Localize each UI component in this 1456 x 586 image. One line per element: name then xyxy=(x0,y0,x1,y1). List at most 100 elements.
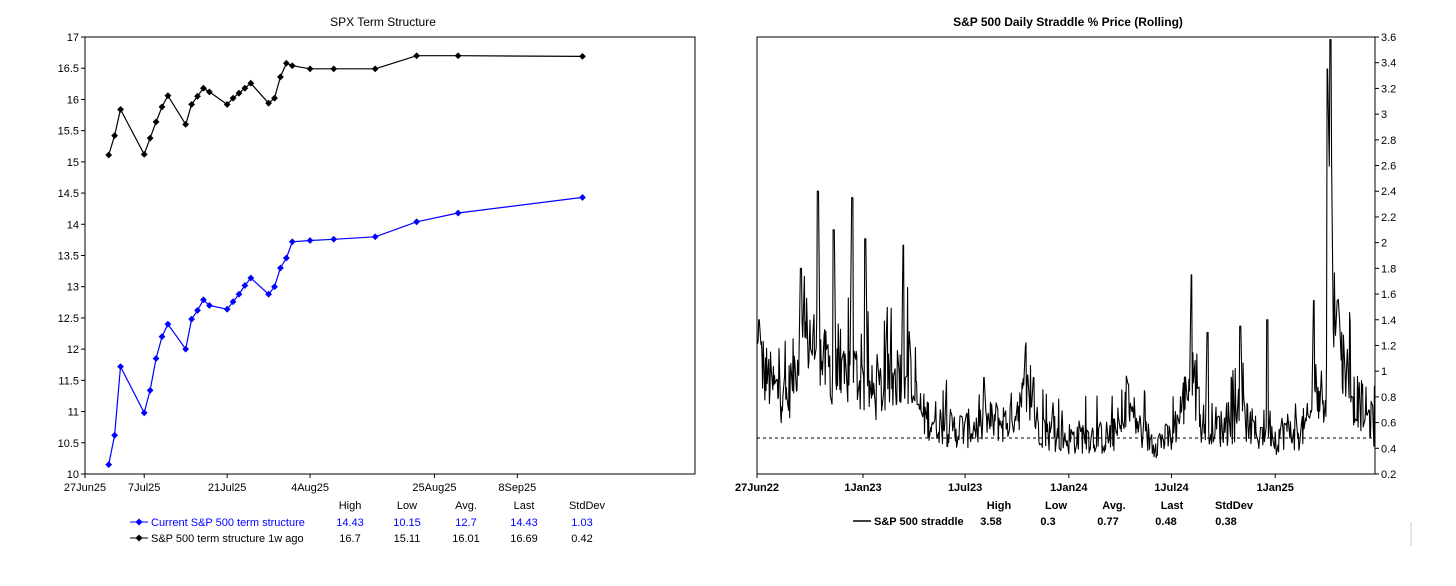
straddle-series-line xyxy=(756,39,1376,459)
stat-low: 0.3 xyxy=(1040,516,1055,528)
data-point-marker xyxy=(330,65,338,73)
y-tick-label: 13 xyxy=(67,282,79,294)
y-tick-label: 10 xyxy=(67,469,79,481)
y-tick-label: 2.2 xyxy=(1381,212,1396,224)
data-point-marker xyxy=(158,103,166,111)
data-point-marker xyxy=(205,302,213,309)
y-tick-label: 3.2 xyxy=(1381,83,1396,95)
legend-row-current: Current S&P 500 term structure 14.43 10.… xyxy=(130,517,593,529)
data-point-marker xyxy=(282,254,290,262)
stat-high: 3.58 xyxy=(980,516,1001,528)
data-point-marker xyxy=(454,209,462,217)
data-point-marker xyxy=(241,84,249,92)
data-point-marker xyxy=(271,94,278,102)
y-tick-label: 17 xyxy=(67,32,79,44)
data-point-marker xyxy=(188,315,196,323)
data-point-marker xyxy=(241,282,249,289)
chart-title: SPX Term Structure xyxy=(330,15,436,29)
legend-diamond-icon xyxy=(135,534,143,542)
stat-avg: 0.77 xyxy=(1097,516,1118,528)
data-point-marker xyxy=(247,274,255,282)
y-tick-label: 10.5 xyxy=(58,438,79,450)
data-point-marker xyxy=(282,59,290,67)
data-point-marker xyxy=(188,101,196,108)
x-tick-label: 4Aug25 xyxy=(291,482,329,494)
chart-title: S&P 500 Daily Straddle % Price (Rolling) xyxy=(953,15,1183,29)
y-tick-label: 0.4 xyxy=(1381,443,1396,455)
current-term-structure-series xyxy=(105,194,586,469)
legend-label: S&P 500 straddle xyxy=(874,516,964,528)
x-tick-label: 1Jan24 xyxy=(1050,482,1088,494)
series-line xyxy=(108,196,583,465)
stats-header-low: Low xyxy=(397,500,417,512)
y-tick-label: 3.4 xyxy=(1381,58,1396,70)
data-point-marker xyxy=(371,65,379,73)
y-tick-label: 2 xyxy=(1381,238,1387,250)
stats-table: High Low Avg. Last StdDev S&P 500 stradd… xyxy=(853,500,1254,528)
stat-avg: 12.7 xyxy=(455,517,476,529)
data-point-marker xyxy=(140,409,148,417)
series-group xyxy=(105,52,586,469)
data-point-marker xyxy=(413,52,421,60)
x-tick-label: 1Jul24 xyxy=(1154,482,1189,494)
data-point-marker xyxy=(277,73,284,81)
legend-label: S&P 500 term structure 1w ago xyxy=(151,533,304,545)
data-point-marker xyxy=(371,233,379,241)
x-tick-label: 1Jan23 xyxy=(844,482,881,494)
data-point-marker xyxy=(158,333,166,341)
y-tick-label: 11.5 xyxy=(58,375,79,387)
x-tick-label: 1Jul23 xyxy=(948,482,982,494)
straddle-chart: S&P 500 Daily Straddle % Price (Rolling)… xyxy=(735,15,1396,528)
y-tick-label: 11 xyxy=(68,407,79,419)
legend-row-1w-ago: S&P 500 term structure 1w ago 16.7 15.11… xyxy=(130,533,593,545)
y-tick-label: 0.2 xyxy=(1381,469,1396,481)
data-point-marker xyxy=(454,52,462,60)
stat-low: 10.15 xyxy=(393,517,421,529)
data-point-marker xyxy=(182,121,190,128)
data-point-marker xyxy=(111,132,119,140)
y-tick-label: 15.5 xyxy=(58,126,79,138)
term-structure-1w-ago-series xyxy=(105,52,586,159)
stat-stddev: 0.38 xyxy=(1215,516,1236,528)
stats-header-last: Last xyxy=(1161,500,1184,512)
stats-header-stddev: StdDev xyxy=(569,500,606,512)
y-tick-label: 3 xyxy=(1381,109,1387,121)
legend-row-straddle: S&P 500 straddle 3.58 0.3 0.77 0.48 0.38 xyxy=(853,516,1237,528)
data-point-marker xyxy=(117,363,124,371)
y-tick-label: 0.6 xyxy=(1381,418,1396,430)
data-point-marker xyxy=(413,218,421,226)
stats-header-high: High xyxy=(987,500,1012,512)
series-line xyxy=(108,55,583,156)
legend-diamond-icon xyxy=(135,518,143,526)
y-tick-label: 0.8 xyxy=(1381,392,1396,404)
legend-label: Current S&P 500 term structure xyxy=(151,517,305,529)
stat-last: 0.48 xyxy=(1155,516,1176,528)
data-point-marker xyxy=(288,62,296,70)
stat-last: 14.43 xyxy=(510,517,538,529)
data-point-marker xyxy=(140,150,148,158)
data-point-marker xyxy=(105,461,113,469)
stat-high: 14.43 xyxy=(336,517,364,529)
x-tick-label: 1Jan25 xyxy=(1257,482,1294,494)
data-point-marker xyxy=(306,237,314,244)
stat-last: 16.69 xyxy=(510,533,538,545)
data-point-marker xyxy=(235,89,243,97)
y-tick-label: 16 xyxy=(67,94,79,106)
y-tick-label: 16.5 xyxy=(58,63,79,75)
data-point-marker xyxy=(152,118,160,126)
x-tick-label: 27Jun22 xyxy=(735,482,779,494)
x-tick-label: 25Aug25 xyxy=(412,482,456,494)
plot-area xyxy=(84,36,696,475)
data-point-marker xyxy=(194,307,201,314)
stat-stddev: 1.03 xyxy=(571,517,592,529)
data-point-marker xyxy=(164,92,172,100)
data-point-marker xyxy=(105,151,113,159)
data-point-marker xyxy=(247,79,255,87)
stat-low: 15.11 xyxy=(394,533,421,545)
spx-term-structure-chart: SPX Term Structure 1010.51111.51212.5131… xyxy=(58,15,696,545)
data-point-marker xyxy=(288,238,296,246)
data-point-marker xyxy=(146,134,154,142)
y-tick-label: 1.6 xyxy=(1381,289,1396,301)
data-point-marker xyxy=(200,84,207,92)
